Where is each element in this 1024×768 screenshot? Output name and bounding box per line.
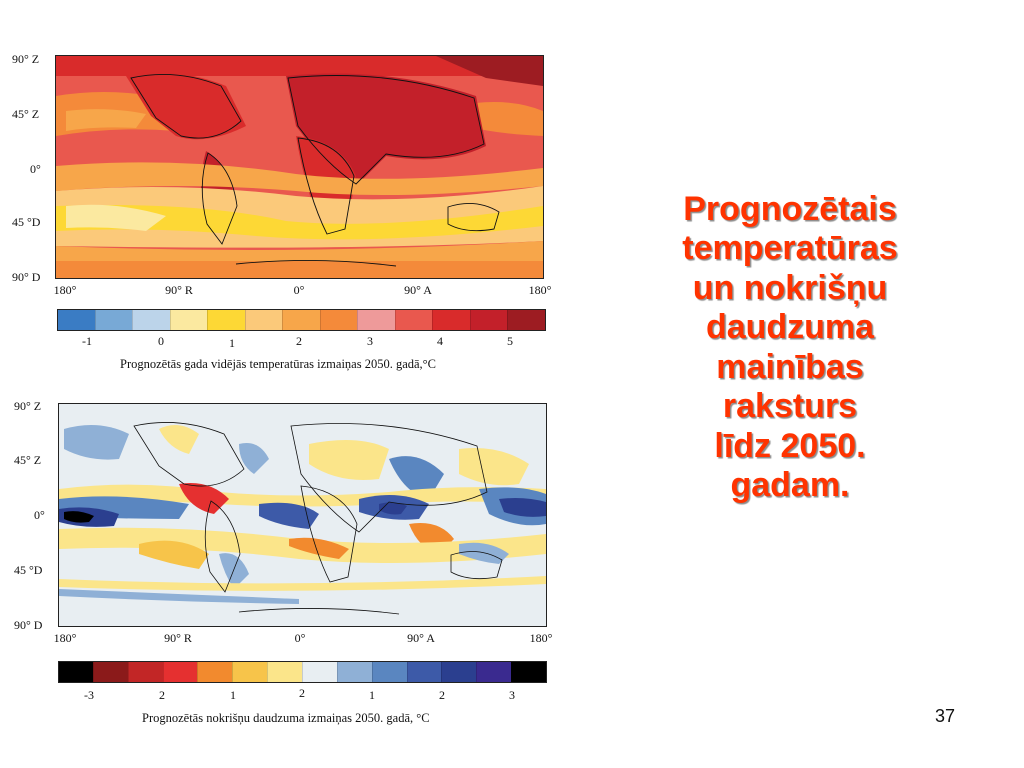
temperature-colorbar-swatch [207, 310, 245, 330]
precipitation-map-caption: Prognozētās nokrišņu daudzuma izmaiņas 2… [142, 711, 430, 725]
slide-title: Prognozētais temperatūras un nokrišņu da… [640, 190, 940, 506]
top-lon-label-90e: 90° A [404, 283, 432, 297]
precipitation-colorbar [58, 661, 547, 683]
temperature-colorbar-swatch [357, 310, 395, 330]
precipitation-colorbar-swatch [92, 662, 128, 682]
title-line: gadam. [730, 466, 850, 505]
precipitation-colorbar-swatch [162, 662, 198, 682]
top-colorbar-tick: 3 [367, 334, 373, 348]
bottom-lat-label-90s: 90° D [14, 618, 43, 632]
precipitation-colorbar-swatch [511, 662, 547, 682]
title-line: daudzuma [705, 308, 875, 347]
precipitation-colorbar-swatch [127, 662, 163, 682]
top-lat-label-90s: 90° D [12, 270, 41, 284]
top-lon-label-90w: 90° R [165, 283, 193, 297]
precipitation-colorbar-swatch [267, 662, 303, 682]
temperature-colorbar-swatch [132, 310, 170, 330]
precipitation-colorbar-swatch [336, 662, 372, 682]
temperature-colorbar-swatch [58, 310, 95, 330]
bottom-colorbar-tick: 2 [299, 686, 305, 700]
bottom-lon-label-90e: 90° A [407, 631, 435, 645]
temperature-map-graphic [56, 56, 543, 278]
title-line: līdz 2050. [714, 426, 866, 465]
page-number: 37 [935, 706, 956, 726]
top-lat-label-90n: 90° Z [12, 52, 40, 66]
precipitation-colorbar-swatch [441, 662, 477, 682]
precipitation-colorbar-swatch [232, 662, 268, 682]
title-line: Prognozētais [683, 190, 897, 228]
temperature-colorbar-swatch [507, 310, 545, 330]
bottom-colorbar-tick: 1 [230, 688, 236, 702]
precipitation-colorbar-swatch [302, 662, 337, 682]
bottom-lon-label-180w: 180° [53, 631, 77, 645]
temperature-colorbar-swatch [94, 310, 133, 330]
precipitation-colorbar-swatch [59, 662, 93, 682]
temperature-colorbar-swatch [169, 310, 208, 330]
title-line: mainības [716, 347, 864, 386]
top-colorbar-tick: 0 [158, 334, 164, 348]
top-lat-label-45n: 45° Z [12, 107, 40, 121]
precipitation-colorbar-swatch [371, 662, 407, 682]
top-colorbar-tick: 4 [437, 334, 443, 348]
bottom-lat-label-90n: 90° Z [14, 399, 42, 413]
top-lon-label-180w: 180° [53, 283, 77, 297]
top-lon-label-0: 0° [293, 283, 305, 297]
top-lon-label-180e: 180° [528, 283, 552, 297]
bottom-lat-label-45s: 45 °D [14, 563, 43, 577]
bottom-lon-label-0: 0° [294, 631, 306, 645]
bottom-lat-label-eq: 0° [34, 508, 45, 522]
precipitation-colorbar-swatch [406, 662, 442, 682]
bottom-lat-label-45n: 45° Z [14, 453, 42, 467]
top-colorbar-tick: 1 [229, 336, 235, 350]
title-line: temperatūras [682, 229, 898, 268]
temperature-colorbar [57, 309, 546, 331]
temperature-colorbar-swatch [319, 310, 358, 330]
bottom-colorbar-tick: 2 [159, 688, 165, 702]
top-colorbar-tick: 2 [296, 334, 302, 348]
bottom-colorbar-tick: 3 [509, 688, 515, 702]
top-lat-label-45s: 45 °D [12, 215, 41, 229]
temperature-colorbar-swatch [469, 310, 508, 330]
precipitation-colorbar-swatch [476, 662, 512, 682]
top-colorbar-tick: -1 [82, 334, 92, 348]
temperature-change-map [55, 55, 544, 279]
temperature-map-caption: Prognozētās gada vidējās temperatūras iz… [120, 357, 437, 371]
bottom-lon-label-180e: 180° [529, 631, 553, 645]
precipitation-colorbar-swatch [197, 662, 233, 682]
precipitation-map-graphic [59, 404, 546, 626]
temperature-colorbar-swatch [394, 310, 433, 330]
precipitation-change-map [58, 403, 547, 627]
temperature-colorbar-swatch [432, 310, 470, 330]
bottom-colorbar-tick: -3 [84, 688, 94, 702]
bottom-colorbar-tick: 1 [369, 688, 375, 702]
bottom-colorbar-tick: 2 [439, 688, 445, 702]
temperature-colorbar-swatch [282, 310, 320, 330]
bottom-lon-label-90w: 90° R [164, 631, 192, 645]
temperature-colorbar-swatch [244, 310, 283, 330]
top-colorbar-tick: 5 [507, 334, 513, 348]
title-line: raksturs [722, 387, 858, 426]
top-lat-label-eq: 0° [30, 162, 41, 176]
title-line: un nokrišņu [692, 268, 888, 307]
